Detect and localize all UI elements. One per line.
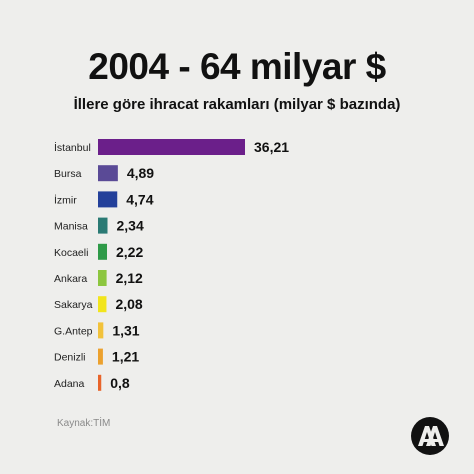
- value-label-i-stanbul: 36,21: [254, 139, 289, 155]
- bar-denizli: [98, 348, 103, 365]
- bar-i-zmir: [98, 191, 118, 208]
- chart-title: 2004 - 64 milyar $: [88, 46, 386, 87]
- category-label-sakarya: Sakarya: [54, 299, 93, 311]
- aa-logo-icon: [411, 417, 449, 455]
- category-label-i-zmir: İzmir: [54, 193, 77, 206]
- value-label-ankara: 2,12: [116, 270, 143, 286]
- value-label-kocaeli: 2,22: [116, 244, 143, 260]
- value-label-sakarya: 2,08: [115, 296, 142, 312]
- category-label-manisa: Manisa: [54, 221, 88, 233]
- bar-i-stanbul: [98, 139, 245, 155]
- bar-g-antep: [98, 322, 104, 339]
- bar-ankara: [98, 270, 107, 286]
- value-label-g-antep: 1,31: [112, 322, 139, 338]
- category-label-g-antep: G.Antep: [54, 325, 93, 337]
- value-label-bursa: 4,89: [127, 165, 154, 181]
- value-label-manisa: 2,34: [116, 218, 143, 234]
- bar-sakarya: [98, 296, 107, 313]
- category-label-bursa: Bursa: [54, 168, 82, 180]
- category-label-ankara: Ankara: [54, 273, 87, 285]
- bar-kocaeli: [98, 243, 108, 260]
- value-label-denizli: 1,21: [112, 349, 139, 365]
- chart-subtitle: İllere göre ihracat rakamları (milyar $ …: [73, 96, 401, 113]
- value-label-i-zmir: 4,74: [126, 191, 153, 207]
- category-label-adana: Adana: [54, 378, 85, 390]
- bar-manisa: [98, 217, 108, 234]
- bar-adana: [98, 374, 102, 391]
- value-label-adana: 0,8: [110, 375, 130, 391]
- category-label-denizli: Denizli: [54, 352, 86, 364]
- category-label-i-stanbul: İstanbul: [54, 141, 91, 154]
- bar-bursa: [98, 165, 118, 182]
- source-note: Kaynak:TİM: [57, 418, 111, 429]
- category-label-kocaeli: Kocaeli: [54, 247, 88, 259]
